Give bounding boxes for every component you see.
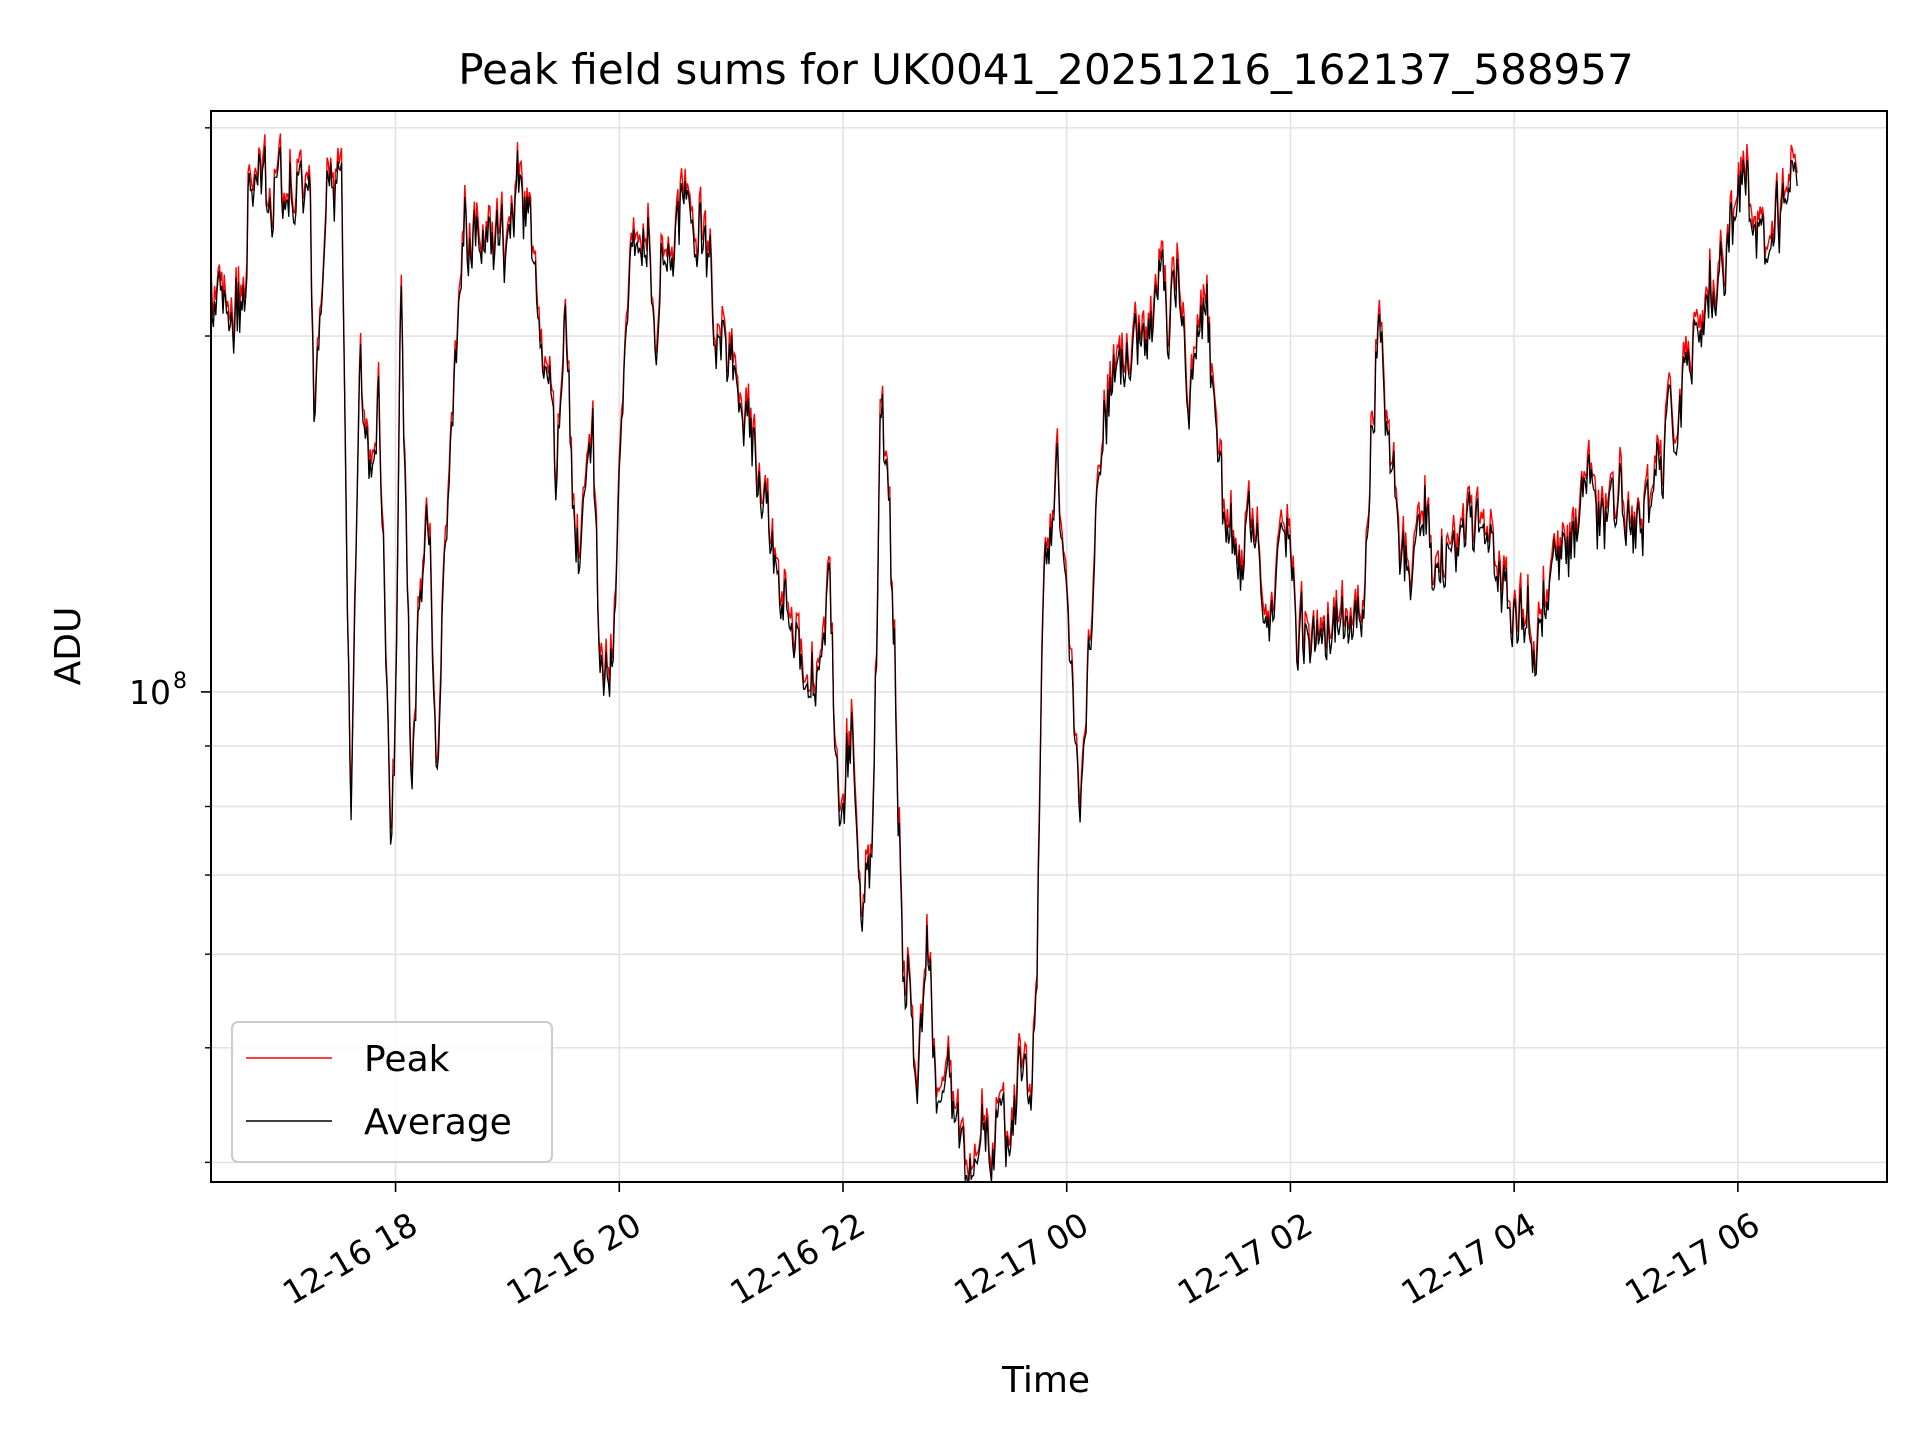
legend-label-average: Average: [364, 1102, 512, 1143]
x-axis-label: Time: [1001, 1360, 1090, 1401]
grid: [211, 111, 1887, 1182]
chart-title: Peak field sums for UK0041_20251216_1621…: [458, 45, 1633, 94]
y-tick-label: 10: [129, 673, 171, 712]
series-line-average: [210, 146, 1798, 1183]
plot-series: [210, 133, 1798, 1183]
plot-frame: [210, 110, 1888, 1183]
legend-label-peak: Peak: [364, 1039, 450, 1080]
y-tick-exponent: 8: [173, 669, 187, 694]
y-axis-label: ADU: [48, 607, 89, 686]
legend: Peak Average: [231, 1021, 553, 1163]
y-axis: 10 8: [129, 127, 211, 1164]
legend-box: [231, 1021, 553, 1163]
